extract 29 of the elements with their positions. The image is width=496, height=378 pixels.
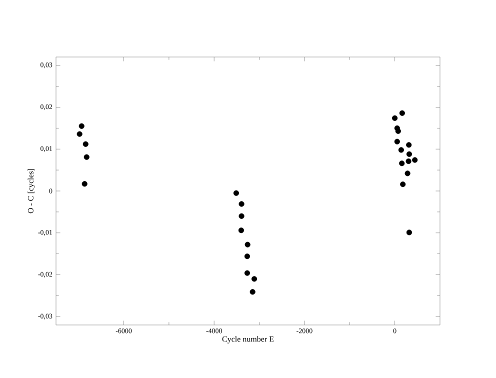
point [399, 110, 405, 116]
point [406, 230, 412, 236]
point [233, 190, 240, 196]
point [412, 157, 418, 163]
point [398, 147, 404, 153]
point [399, 160, 405, 166]
point [78, 123, 84, 129]
point [400, 181, 406, 188]
x-axis-title: Cycle number E [222, 336, 274, 344]
point [84, 154, 90, 160]
point [406, 151, 412, 157]
point [392, 115, 398, 121]
point [238, 228, 244, 234]
point [244, 254, 250, 260]
point [250, 289, 256, 295]
point [404, 170, 410, 176]
point [82, 181, 88, 187]
point [406, 142, 412, 148]
y-axis-title: O - C [cycles] [28, 169, 36, 214]
point [244, 242, 250, 248]
point [238, 213, 244, 219]
point [82, 141, 88, 147]
point [244, 270, 250, 276]
point [394, 138, 400, 144]
point [406, 158, 412, 164]
point [395, 128, 401, 134]
point [238, 201, 244, 207]
point [251, 276, 258, 282]
point [76, 131, 82, 137]
